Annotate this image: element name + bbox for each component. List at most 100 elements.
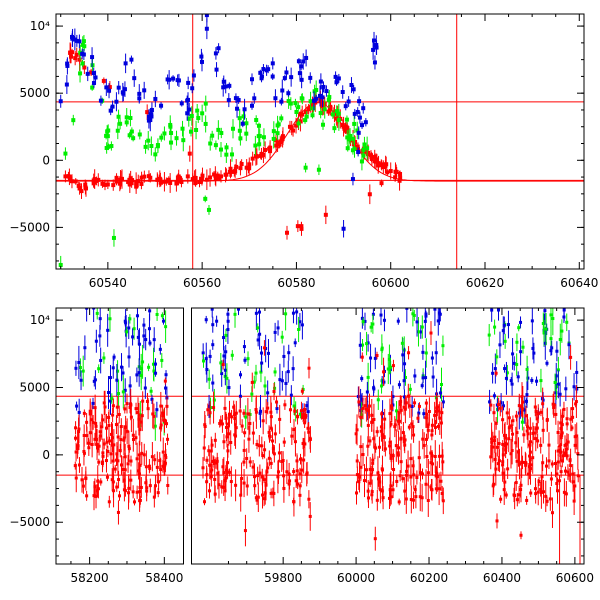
data-point [211,460,215,464]
data-point [110,397,114,401]
data-point [117,413,121,417]
data-point [261,454,265,458]
data-point [501,418,505,422]
data-point [408,387,412,391]
data-point [221,465,225,469]
data-point [540,475,544,479]
data-point [162,466,166,470]
data-point [526,376,530,380]
data-point [67,174,72,179]
data-point [117,392,121,396]
data-point [375,354,379,358]
data-point [404,401,408,405]
data-point [307,497,311,501]
data-point [573,435,577,439]
data-point [402,395,406,399]
data-point [269,415,273,419]
data-point [489,455,493,459]
data-point [229,441,233,445]
data-point [410,405,414,409]
data-point [357,99,362,104]
data-point [74,476,78,480]
data-point [64,82,69,87]
data-point [227,169,232,174]
data-point [261,67,266,72]
data-point [134,407,138,411]
x-tick-label: 60600 [556,571,594,585]
data-point [504,376,508,380]
data-point [106,328,110,332]
data-point [301,387,305,391]
bottom-panel: 58200 58400 59800 60000 60200 60400 60600 −5000… [9,306,594,585]
x-tick-label: 60640 [560,276,598,290]
data-point [492,394,496,398]
data-point [195,108,200,113]
data-point [281,458,285,462]
data-point [213,492,217,496]
data-point [534,410,538,414]
data-point [179,179,184,184]
data-point [568,458,572,462]
data-point [236,308,240,311]
data-point [273,370,277,374]
data-point [222,471,226,475]
data-point [300,389,304,393]
data-point [125,402,129,406]
data-point [532,351,536,355]
data-point [164,179,169,184]
data-point [297,71,302,76]
data-point [413,401,417,405]
data-point [260,361,264,365]
data-point [303,421,307,425]
data-point [341,226,346,231]
data-point [82,451,86,455]
data-point [80,478,84,482]
data-point [138,428,142,432]
data-point [210,443,214,447]
data-point [379,313,383,317]
data-point [283,403,287,407]
data-point [212,172,217,177]
data-point [272,390,276,394]
data-point [572,385,576,389]
data-point [202,446,206,450]
data-point [110,478,114,482]
data-point [520,395,524,399]
data-point [162,131,167,136]
data-point [208,175,213,180]
data-point [307,430,311,434]
data-point [148,309,152,313]
data-point [153,484,157,488]
data-point [279,116,284,121]
data-point [146,114,151,119]
data-point [234,434,238,438]
data-point [307,366,311,370]
data-point [296,414,300,418]
data-point [129,129,134,134]
data-point [165,404,169,408]
data-point [159,404,163,408]
data-point [303,109,308,114]
data-point [134,184,139,189]
data-point [366,409,370,413]
x-tick-label: 60600 [372,276,410,290]
x-tick-label: 60560 [183,276,221,290]
data-point [413,488,417,492]
data-point [161,411,165,415]
data-point [236,98,241,103]
data-point [101,78,106,83]
data-point [516,450,520,454]
data-point [108,108,113,113]
data-point [115,405,119,409]
top-plot-frame [55,13,585,270]
data-point [528,426,532,430]
data-point [259,74,264,79]
data-point [131,490,135,494]
data-point [261,493,265,497]
data-point [212,398,216,402]
data-point [240,476,244,480]
data-point [525,498,529,502]
data-point [111,459,115,463]
data-point [496,308,500,312]
data-point [121,467,125,471]
